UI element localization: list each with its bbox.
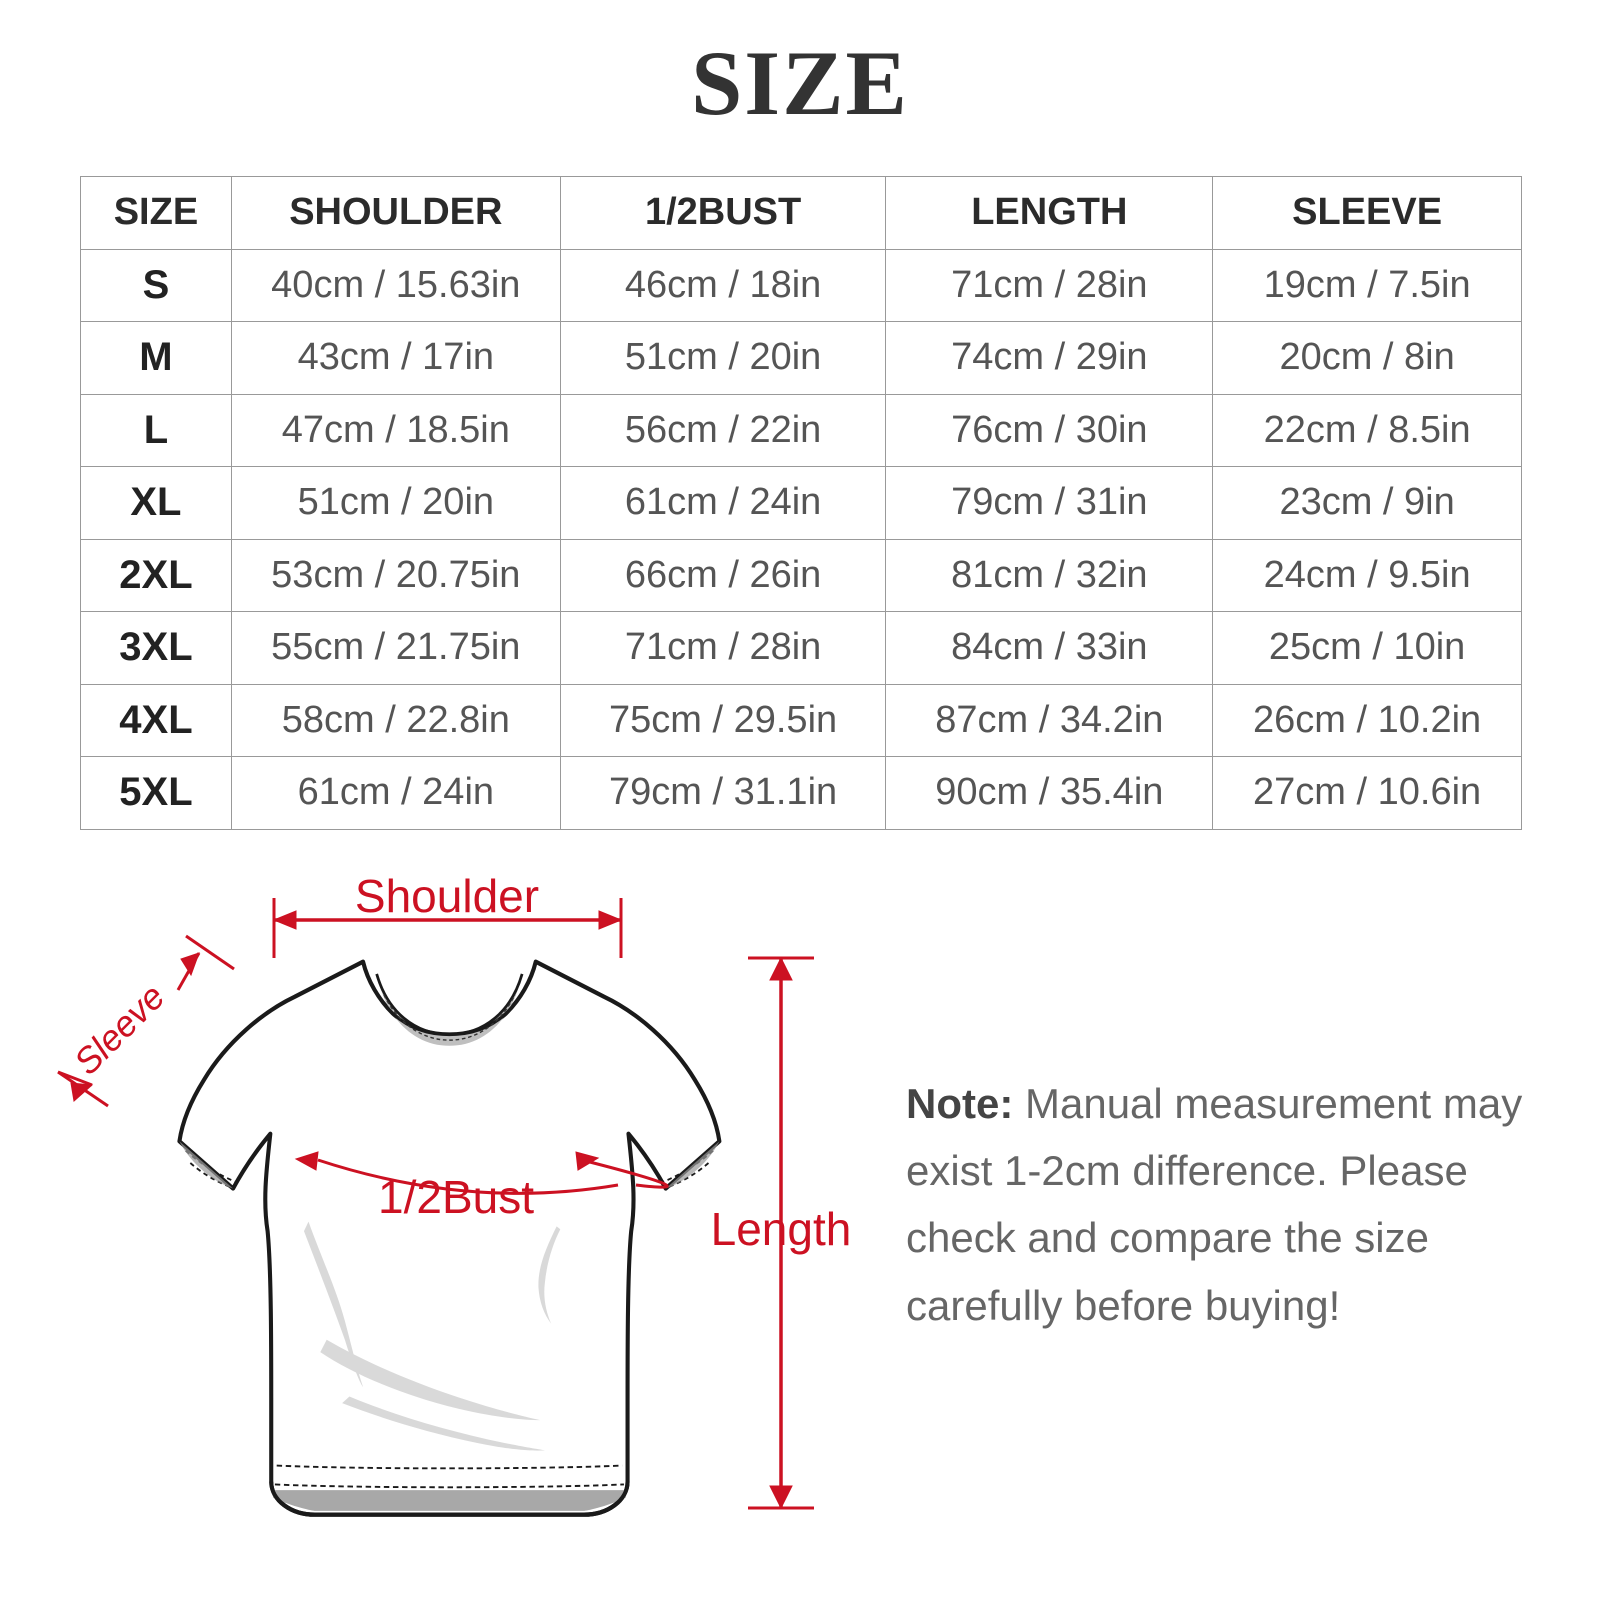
svg-text:Length: Length (711, 1203, 852, 1255)
svg-text:Sleeve: Sleeve (66, 976, 173, 1083)
svg-text:1/2Bust: 1/2Bust (378, 1171, 534, 1223)
svg-text:Shoulder: Shoulder (355, 870, 539, 922)
